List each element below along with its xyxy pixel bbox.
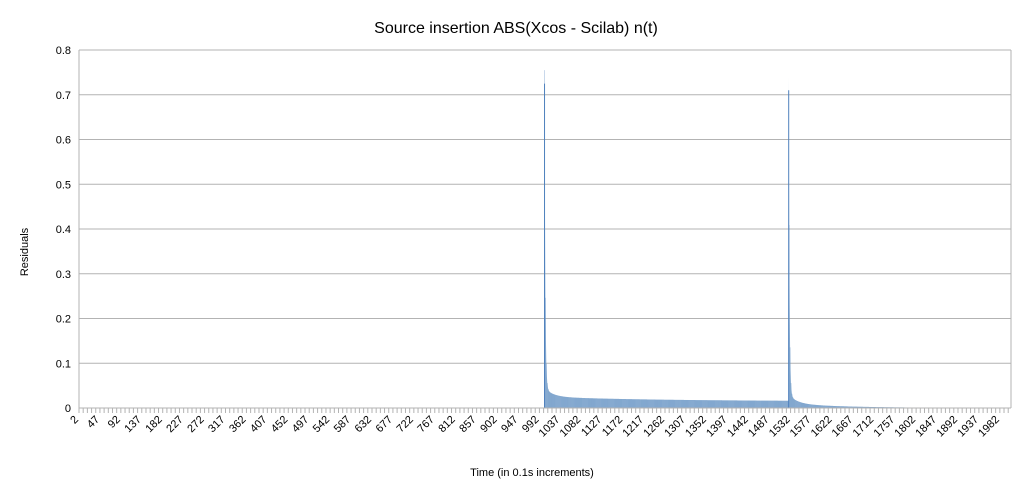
x-tick-label: 767 <box>415 414 436 435</box>
x-tick-label: 1127 <box>579 414 604 439</box>
x-tick-label: 542 <box>311 414 332 435</box>
chart-title: Source insertion ABS(Xcos - Scilab) n(t) <box>374 20 658 37</box>
y-tick-label: 0.4 <box>56 224 71 236</box>
x-tick-label: 1262 <box>641 414 667 440</box>
x-tick-label: 857 <box>457 414 478 435</box>
x-tick-label: 92 <box>106 414 123 431</box>
x-tick-label: 1397 <box>704 414 730 440</box>
x-tick-label: 1352 <box>683 414 709 440</box>
x-tick-label: 137 <box>122 414 143 435</box>
y-axis-label: Residuals <box>19 227 31 276</box>
y-tick-label: 0.6 <box>56 135 71 147</box>
y-tick-label: 0.8 <box>56 45 71 57</box>
x-tick-label: 812 <box>436 414 457 435</box>
x-tick-label: 1487 <box>746 414 772 440</box>
x-tick-label: 1712 <box>851 414 877 440</box>
y-tick-label: 0.1 <box>56 358 71 370</box>
x-tick-label: 2 <box>68 414 81 427</box>
x-tick-label: 272 <box>185 414 206 435</box>
x-tick-label: 1802 <box>892 414 918 440</box>
y-tick-label: 0.2 <box>56 314 71 326</box>
x-tick-label: 1757 <box>872 414 898 440</box>
x-tick-label: 362 <box>227 414 248 435</box>
x-tick-labels: 2 47 92 137 182 227 272 317 362 407 452 497 542 587 63… <box>68 414 1002 440</box>
x-tick-label: 1847 <box>913 414 939 440</box>
x-tick-label: 1667 <box>830 414 856 440</box>
axes <box>78 50 1012 413</box>
x-tick-label: 1622 <box>809 414 835 440</box>
x-tick-label: 182 <box>143 414 164 435</box>
x-tick-label: 1442 <box>725 414 751 440</box>
x-tick-label: 317 <box>206 414 227 435</box>
x-tick-label: 1172 <box>600 414 625 439</box>
x-tick-label: 1982 <box>976 414 1002 440</box>
x-tick-label: 1937 <box>955 414 981 440</box>
x-tick-label: 452 <box>269 414 290 435</box>
x-tick-label: 1307 <box>662 414 688 440</box>
x-tick-label: 407 <box>248 414 269 435</box>
y-tick-label: 0.3 <box>56 269 71 281</box>
x-tick-label: 632 <box>353 414 374 435</box>
x-tick-label: 722 <box>395 414 416 435</box>
y-tick-label: 0.7 <box>56 90 71 102</box>
x-tick-label: 677 <box>374 414 395 435</box>
x-tick-label: 47 <box>85 414 102 431</box>
x-tick-label: 497 <box>290 414 311 435</box>
x-tick-label: 1532 <box>767 414 793 440</box>
x-tick-label: 227 <box>164 414 185 435</box>
x-tick-label: 1577 <box>788 414 814 440</box>
y-tick-label: 0.5 <box>56 179 71 191</box>
y-tick-label: 0 <box>65 403 71 415</box>
x-tick-label: 1892 <box>934 414 960 440</box>
x-tick-label: 902 <box>478 414 499 435</box>
x-tick-label: 587 <box>332 414 353 435</box>
x-tick-label: 1082 <box>558 414 584 440</box>
plot-series <box>79 70 1011 408</box>
x-axis-label: Time (in 0.1s increments) <box>470 467 594 479</box>
x-tick-label: 947 <box>499 414 520 435</box>
x-tick-label: 1217 <box>620 414 646 440</box>
x-tick-label: 1037 <box>537 414 563 440</box>
y-tick-labels: 0 0.1 0.2 0.3 0.4 0.5 0.6 0.7 0.8 <box>56 45 71 415</box>
